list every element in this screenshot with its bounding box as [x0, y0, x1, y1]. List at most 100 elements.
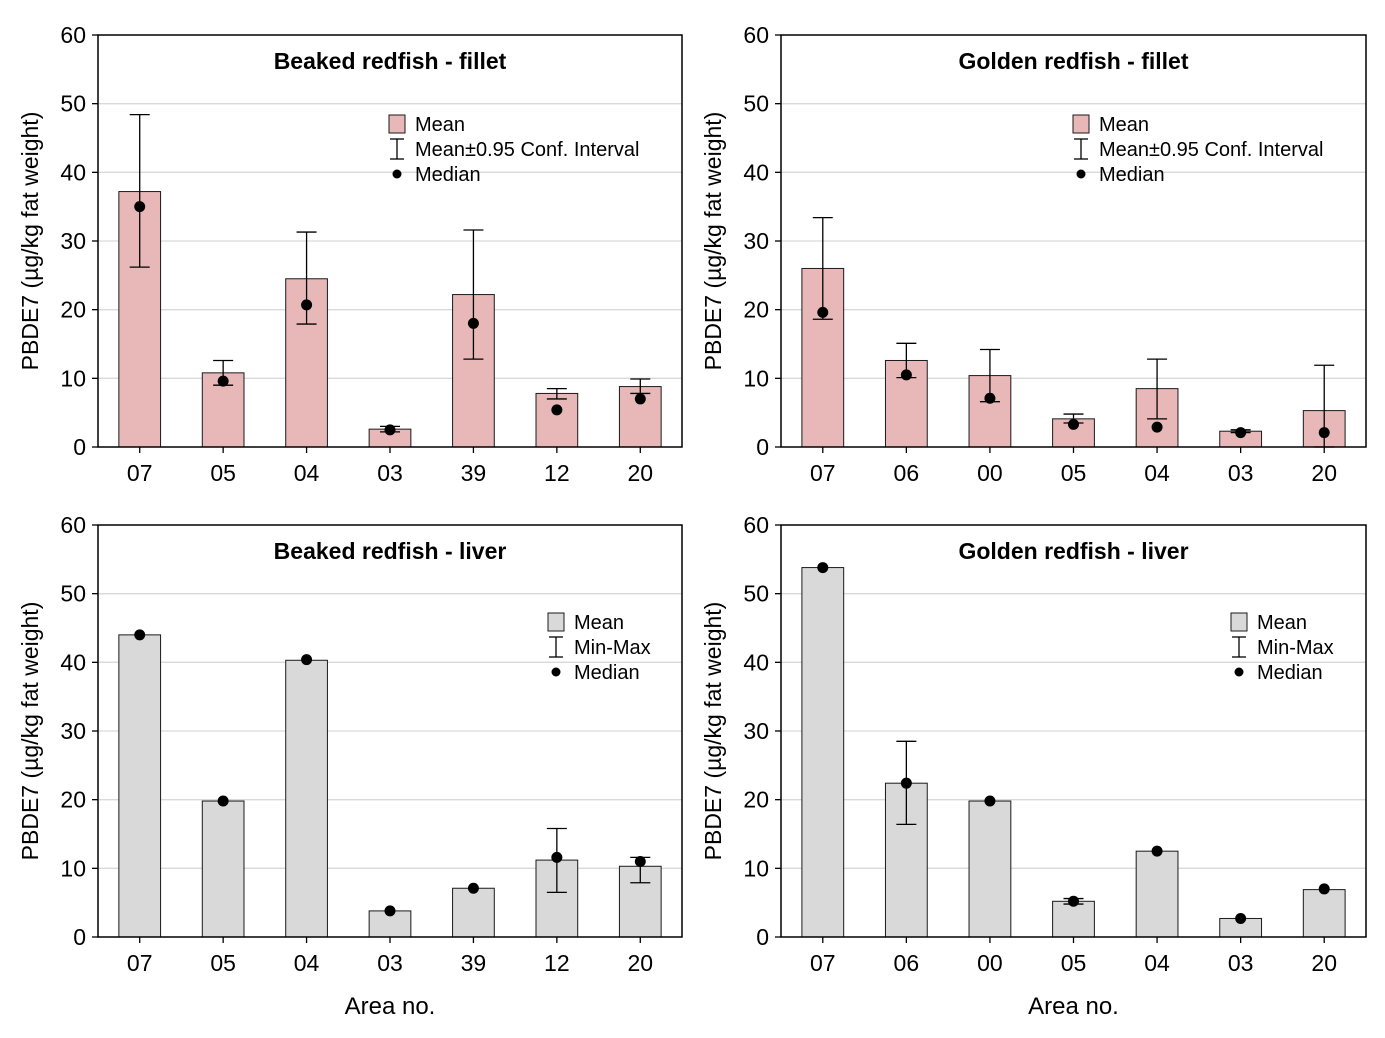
median-point [1318, 883, 1330, 895]
median-point [1235, 912, 1247, 924]
chart-panel-3: 0 10 20 30 40 50 60 07 05 04 03 39 12 20 Beaked redfis… [17, 512, 683, 976]
median-point [1068, 895, 1079, 907]
y-tick-label: 50 [60, 581, 86, 607]
median-point [817, 562, 829, 574]
bar [1302, 889, 1346, 938]
x-tick-label: 12 [544, 460, 570, 486]
legend-label: Median [1257, 662, 1323, 684]
x-axis-title: Area no. [345, 993, 436, 1020]
x-tick-label: 00 [977, 950, 1003, 976]
x-tick-label: 05 [210, 950, 236, 976]
y-tick-label: 60 [743, 22, 769, 48]
median-point [301, 299, 313, 311]
bar [285, 659, 328, 938]
legend: Mean Min-Max Median [1230, 612, 1334, 684]
y-tick-label: 20 [743, 787, 769, 813]
y-tick-label: 0 [73, 924, 86, 950]
legend-median-marker [551, 667, 561, 677]
x-tick-label: 00 [977, 460, 1003, 486]
chart-panel-2: 0 10 20 30 40 50 60 07 06 00 05 04 03 20 Golden redfis… [700, 22, 1367, 486]
median-point [1068, 418, 1079, 430]
x-tick-label: 04 [1144, 950, 1170, 976]
legend-label: Mean [1257, 612, 1307, 634]
y-tick-label: 50 [60, 91, 86, 117]
y-tick-label: 0 [73, 434, 86, 460]
legend-label: Mean±0.95 Conf. Interval [1099, 139, 1323, 161]
y-tick-label: 30 [60, 228, 86, 254]
legend-label: Median [1099, 164, 1165, 186]
x-axis-title: Area no. [1028, 993, 1119, 1020]
y-tick-label: 10 [60, 365, 86, 391]
y-tick-label: 20 [743, 297, 769, 323]
bar [968, 800, 1012, 938]
x-tick-label: 04 [294, 460, 320, 486]
y-tick-label: 50 [743, 581, 769, 607]
legend-label: Mean [415, 114, 465, 136]
median-point [134, 629, 146, 641]
x-tick-label: 03 [377, 460, 403, 486]
median-point [1235, 427, 1247, 439]
y-axis-title: PBDE7 (µg/kg fat weight) [700, 602, 726, 861]
legend-median-marker [1076, 169, 1086, 179]
y-tick-label: 40 [743, 649, 769, 675]
median-point [1151, 421, 1163, 433]
median-point [900, 369, 912, 381]
median-point [984, 392, 996, 404]
legend-label: Min-Max [574, 637, 651, 659]
chart-title: Beaked redfish - fillet [274, 48, 507, 74]
x-tick-label: 04 [1144, 460, 1170, 486]
bar [118, 634, 162, 938]
median-point [384, 424, 396, 436]
median-point [467, 317, 479, 329]
bar [535, 392, 579, 448]
x-tick-label: 20 [627, 950, 653, 976]
y-tick-label: 20 [60, 787, 86, 813]
median-point [467, 882, 479, 894]
x-tick-label: 07 [810, 460, 836, 486]
x-tick-label: 20 [1311, 950, 1337, 976]
median-point [551, 404, 563, 416]
median-point [634, 393, 646, 405]
legend-label: Mean [1099, 114, 1149, 136]
x-tick-label: 05 [1061, 950, 1087, 976]
x-tick-label: 07 [810, 950, 836, 976]
bar [201, 800, 245, 938]
x-tick-label: 06 [894, 460, 920, 486]
bar [801, 567, 845, 938]
chart-title: Golden redfish - liver [958, 538, 1188, 564]
y-tick-label: 40 [60, 159, 86, 185]
y-tick-label: 10 [60, 855, 86, 881]
x-tick-label: 05 [1061, 460, 1087, 486]
legend: Mean Mean±0.95 Conf. Interval Median [388, 114, 639, 186]
y-tick-label: 10 [743, 365, 769, 391]
y-axis-title: PBDE7 (µg/kg fat weight) [17, 602, 43, 861]
y-tick-label: 60 [60, 22, 86, 48]
legend-label: Median [415, 164, 481, 186]
legend-swatch-mean [388, 114, 406, 134]
x-tick-label: 07 [127, 460, 153, 486]
y-tick-label: 30 [60, 718, 86, 744]
median-point [1151, 845, 1163, 857]
y-tick-label: 30 [743, 718, 769, 744]
x-tick-label: 06 [894, 950, 920, 976]
legend-label: Mean [574, 612, 624, 634]
bar [1135, 850, 1179, 938]
x-tick-label: 20 [1311, 460, 1337, 486]
x-tick-label: 07 [127, 950, 153, 976]
median-point [634, 855, 646, 867]
x-tick-label: 03 [1228, 950, 1254, 976]
x-tick-label: 39 [461, 460, 487, 486]
legend-swatch-mean [1072, 114, 1090, 134]
x-tick-label: 20 [627, 460, 653, 486]
median-point [551, 851, 563, 863]
x-tick-label: 04 [294, 950, 320, 976]
legend: Mean Mean±0.95 Conf. Interval Median [1072, 114, 1323, 186]
median-point [900, 777, 912, 789]
legend-label: Mean±0.95 Conf. Interval [415, 139, 639, 161]
y-tick-label: 0 [756, 924, 769, 950]
x-tick-label: 05 [210, 460, 236, 486]
median-point [984, 795, 996, 807]
x-tick-label: 12 [544, 950, 570, 976]
y-tick-label: 40 [60, 649, 86, 675]
y-tick-label: 20 [60, 297, 86, 323]
